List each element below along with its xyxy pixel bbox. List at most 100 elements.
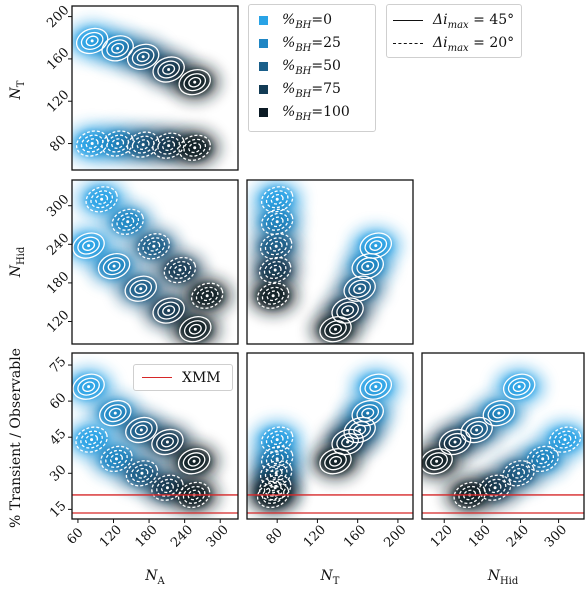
data-point-i-max-45-bh25 [113, 411, 117, 415]
contour-i-max-45-bh75-level1 [336, 301, 359, 320]
panel-na-vs-nhid: 120 180 240 300 [44, 179, 239, 345]
contour-i-max-20-bh50-level1 [130, 464, 154, 483]
data-point-i-max-20-bh50 [517, 471, 521, 475]
contour-i-max-45-bh0-level1 [364, 236, 388, 255]
contour-i-max-45-bh75-level2 [341, 436, 355, 448]
contour-i-max-45-bh100-level1 [183, 73, 207, 92]
data-point-i-max-20-bh50 [152, 244, 156, 248]
contour-i-max-45-bh100-level0 [179, 316, 212, 343]
contour-i-max-45-bh25-level0 [351, 399, 384, 427]
contour-i-max-45-bh75-level2 [162, 305, 176, 316]
panel-frame [246, 352, 414, 520]
contour-i-max-45-bh0-level2 [512, 381, 526, 393]
data-point-i-max-45-bh100 [334, 327, 338, 331]
contour-i-max-45-bh100-level0 [178, 68, 211, 96]
contour-i-max-45-bh100-level0 [319, 448, 352, 475]
data-point-i-max-20-bh0 [275, 438, 279, 442]
xmm-legend: XMM [133, 364, 233, 391]
contour-i-max-20-bh100-level2 [188, 142, 202, 154]
xmm-legend-label: XMM [182, 369, 221, 386]
legend-line-solid [393, 19, 423, 21]
data-point-i-max-20-bh0 [90, 142, 94, 146]
contour-i-max-45-bh50-level0 [343, 416, 376, 444]
contour-i-max-45-bh50-level0 [460, 416, 493, 444]
bh-fraction-legend: %BH=0 %BH=25 %BH=50 %BH=75 %BH=100 [248, 4, 376, 132]
contour-i-max-45-bh75-level2 [160, 436, 174, 448]
data-point-i-max-45-bh75 [167, 67, 171, 71]
contour-i-max-45-bh25-level1 [103, 404, 127, 423]
legend-label-bh50: %BH=50 [282, 58, 341, 77]
contour-i-max-20-bh50-level1 [142, 237, 166, 256]
xmm-legend-line [142, 377, 172, 378]
contour-i-max-45-bh100-level2 [187, 455, 201, 467]
contour-i-max-45-bh75-level1 [336, 432, 359, 452]
legend-entry-bh50: %BH=50 [255, 57, 341, 77]
legend-swatch-bh25 [259, 38, 268, 48]
contour-i-max-20-bh25-level1 [265, 449, 289, 468]
data-point-i-max-45-bh75 [346, 440, 350, 444]
contour-i-max-45-bh25-level0 [99, 399, 132, 427]
x-tick-label: 240 [168, 522, 196, 550]
data-point-i-max-20-bh25 [275, 220, 279, 224]
y-tick-label: 80 [47, 133, 69, 155]
legend-line-dashed [393, 42, 423, 44]
contour-i-max-20-bh100-level0 [177, 481, 211, 509]
data-point-i-max-45-bh25 [497, 411, 501, 415]
contour-i-max-20-bh75-level1 [156, 478, 179, 497]
contour-i-max-20-bh75-level1 [157, 136, 180, 155]
contour-i-max-45-bh0-level2 [82, 240, 96, 251]
legend-swatch-bh50 [259, 61, 268, 71]
contour-i-max-20-bh100-level1 [261, 485, 285, 504]
data-point-i-max-20-bh100 [205, 294, 209, 298]
contour-i-max-45-bh100-level2 [329, 455, 343, 467]
data-point-i-max-45-bh0 [90, 39, 94, 43]
y-tick-label: 200 [44, 3, 72, 31]
contour-i-max-45-bh50-level0 [126, 43, 160, 70]
data-point-i-max-45-bh50 [475, 428, 479, 432]
contour-i-max-45-bh75-level1 [156, 432, 179, 452]
contour-i-max-45-bh50-level2 [134, 424, 148, 436]
contour-i-max-45-bh0-level0 [75, 27, 109, 55]
contour-i-max-45-bh50-level2 [134, 283, 148, 295]
y-axis-label-nt: NT [8, 80, 27, 100]
contour-i-max-20-bh25-level0 [100, 445, 133, 473]
contour-i-max-20-bh75-level2 [268, 482, 282, 494]
data-point-i-max-20-bh75 [493, 486, 497, 490]
contour-i-max-45-bh0-level0 [72, 232, 105, 259]
contour-i-max-20-bh0-level0 [548, 426, 582, 453]
contour-i-max-45-bh75-level0 [152, 56, 185, 83]
legend-label-20deg: Δimax = 20° [433, 35, 515, 54]
contour-i-max-45-bh50-level1 [348, 279, 372, 298]
contour-i-max-20-bh75-level0 [151, 474, 184, 501]
contour-i-max-45-bh0-level1 [77, 236, 100, 255]
contour-i-max-20-bh100-level0 [178, 134, 211, 161]
data-point-i-max-45-bh50 [141, 55, 145, 59]
data-point-i-max-20-bh50 [274, 471, 278, 475]
contour-i-max-20-bh50-level2 [269, 240, 283, 252]
contour-i-max-45-bh25-level2 [361, 260, 375, 272]
contour-i-max-20-bh25-level1 [265, 212, 289, 231]
contour-i-max-20-bh0-level2 [558, 434, 572, 445]
data-point-i-max-45-bh0 [374, 385, 378, 389]
panel-frame [71, 352, 239, 520]
x-tick-label: 300 [542, 522, 570, 550]
contour-i-max-45-bh0-level1 [364, 377, 388, 396]
contour-i-max-45-bh50-level0 [343, 275, 376, 302]
contour-i-max-20-bh50-level2 [135, 467, 149, 479]
data-point-i-max-45-bh100 [192, 459, 196, 463]
contour-i-max-20-bh100-level1 [182, 485, 206, 504]
data-point-i-max-45-bh100 [193, 327, 197, 331]
data-point-i-max-20-bh50 [274, 244, 278, 248]
contour-i-max-20-bh100-level1 [261, 286, 285, 305]
data-point-i-max-45-bh25 [366, 411, 370, 415]
contour-i-max-45-bh0-level2 [369, 240, 383, 251]
contour-i-max-45-bh75-level1 [443, 432, 467, 452]
contour-i-max-45-bh50-level2 [136, 51, 150, 63]
contour-i-max-20-bh0-level1 [553, 430, 577, 449]
contour-i-max-20-bh50-level1 [507, 464, 530, 483]
x-tick-label: 160 [341, 522, 369, 550]
contour-i-max-45-bh100-level1 [182, 452, 206, 471]
x-tick-label: 120 [301, 522, 329, 550]
contour-i-max-20-bh25-level1 [531, 449, 555, 468]
